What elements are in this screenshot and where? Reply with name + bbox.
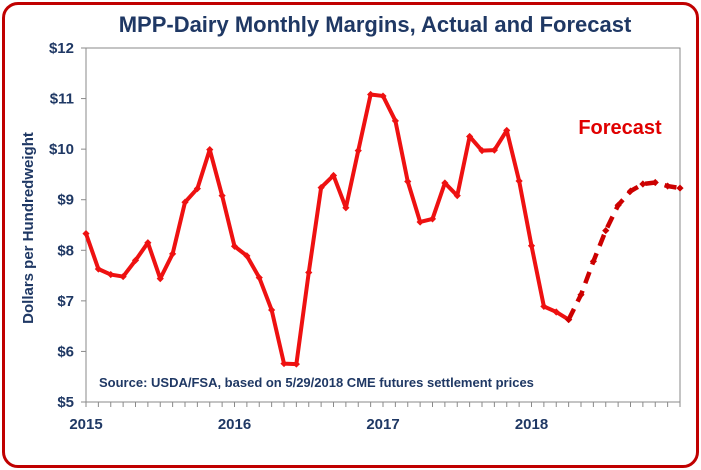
actual-data-point [206, 146, 214, 154]
forecast-annotation: Forecast [578, 117, 662, 139]
actual-data-point [441, 179, 449, 187]
actual-data-point [466, 132, 474, 141]
forecast-data-point [602, 226, 610, 235]
x-tick-label: 2018 [515, 416, 548, 433]
actual-data-point [503, 126, 511, 135]
actual-data-point [181, 198, 189, 206]
actual-data-point [82, 229, 90, 238]
actual-data-point [255, 273, 263, 282]
forecast-data-point [589, 257, 597, 266]
forecast-data-point [626, 187, 635, 195]
actual-data-point [428, 215, 437, 223]
actual-data-point [243, 252, 251, 260]
actual-data-point [527, 242, 536, 250]
actual-data-point [379, 92, 387, 100]
actual-data-point [156, 275, 164, 283]
actual-data-point [342, 204, 350, 212]
forecast-data-point [565, 315, 573, 324]
actual-data-point [144, 239, 152, 247]
x-tick-label: 2016 [218, 416, 251, 433]
actual-data-point [94, 265, 102, 273]
actual-data-point [404, 177, 412, 186]
actual-data-point [367, 90, 375, 99]
y-tick-label: $5 [57, 394, 74, 411]
forecast-series-line [566, 180, 681, 321]
forecast-data-point [577, 291, 585, 299]
actual-data-point [305, 268, 313, 277]
actual-data-point [292, 360, 300, 368]
actual-data-point [193, 184, 201, 193]
actual-data-point [453, 192, 461, 200]
axis-ticks: $5 $6 $7 $8 $9 $10 $11 $12 2015 2016 2017 2018 [49, 40, 681, 433]
forecast-data-point [651, 178, 659, 187]
actual-data-point [478, 147, 486, 155]
y-tick-label: $9 [57, 192, 74, 209]
series-lines [84, 92, 681, 367]
actual-data-point [230, 242, 239, 250]
actual-data-point [354, 147, 362, 155]
y-tick-label: $6 [57, 343, 74, 360]
actual-data-point [218, 192, 226, 200]
y-tick-label: $11 [50, 91, 74, 108]
actual-data-point [391, 117, 399, 125]
forecast-data-point [639, 180, 647, 188]
source-note: Source: USDA/FSA, based on 5/29/2018 CME… [99, 375, 534, 390]
chart-title: MPP-Dairy Monthly Margins, Actual and Fo… [119, 12, 632, 37]
actual-data-point [280, 359, 288, 368]
actual-data-point [317, 183, 325, 192]
forecast-data-point [614, 201, 622, 209]
actual-data-point [268, 306, 276, 314]
actual-data-point [131, 256, 140, 264]
actual-data-point [490, 146, 498, 154]
actual-data-point [119, 272, 127, 281]
x-tick-label: 2015 [69, 416, 102, 433]
series-markers [82, 90, 684, 368]
plot-area-border [85, 47, 681, 403]
actual-data-point [515, 177, 523, 185]
y-tick-label: $7 [57, 293, 74, 310]
actual-data-point [169, 250, 177, 258]
actual-data-point [107, 270, 115, 279]
y-tick-label: $12 [49, 40, 74, 57]
actual-series-line [84, 92, 570, 367]
x-tick-label: 2017 [366, 416, 399, 433]
actual-data-point [540, 302, 548, 311]
forecast-data-point [676, 184, 684, 192]
y-axis-label: Dollars per Hundredweight [20, 132, 37, 324]
y-tick-label: $8 [57, 242, 74, 259]
forecast-data-point [664, 182, 672, 190]
actual-data-point [552, 308, 560, 316]
actual-data-point [416, 218, 424, 226]
y-tick-label: $10 [49, 141, 74, 158]
actual-data-point [329, 171, 338, 180]
